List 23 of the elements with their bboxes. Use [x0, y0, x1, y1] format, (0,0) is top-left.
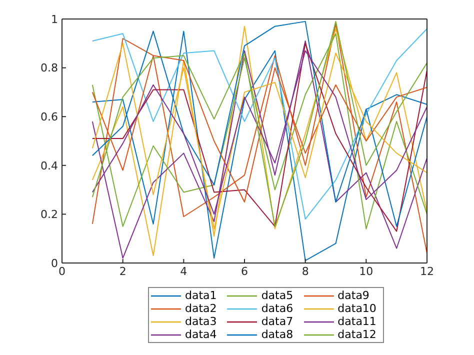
y-tick-label: 0.6	[40, 110, 58, 124]
legend-label: data3	[185, 315, 217, 328]
x-tick-label: 10	[359, 264, 374, 278]
y-tick-label: 0.8	[40, 62, 58, 75]
y-tick-label: 1	[51, 12, 58, 26]
legend-label: data5	[261, 289, 294, 302]
legend-label: data8	[261, 328, 294, 341]
legend-label: data2	[185, 302, 217, 315]
x-tick-label: 12	[420, 264, 434, 278]
legend-label: data6	[261, 302, 294, 315]
legend-label: data12	[338, 328, 376, 341]
legend-label: data9	[338, 289, 370, 302]
y-tick-label: 0.2	[40, 208, 58, 222]
legend-label: data11	[338, 315, 376, 328]
y-tick-label: 0.4	[40, 159, 58, 172]
x-tick-label: 6	[241, 264, 248, 278]
legend-label: data1	[185, 289, 217, 302]
legend-label: data7	[261, 315, 294, 328]
legend-label: data10	[338, 302, 376, 315]
x-tick-label: 2	[119, 264, 126, 278]
legend-label: data4	[185, 328, 217, 341]
x-tick-label: 8	[302, 264, 309, 278]
x-tick-label: 4	[180, 264, 188, 278]
